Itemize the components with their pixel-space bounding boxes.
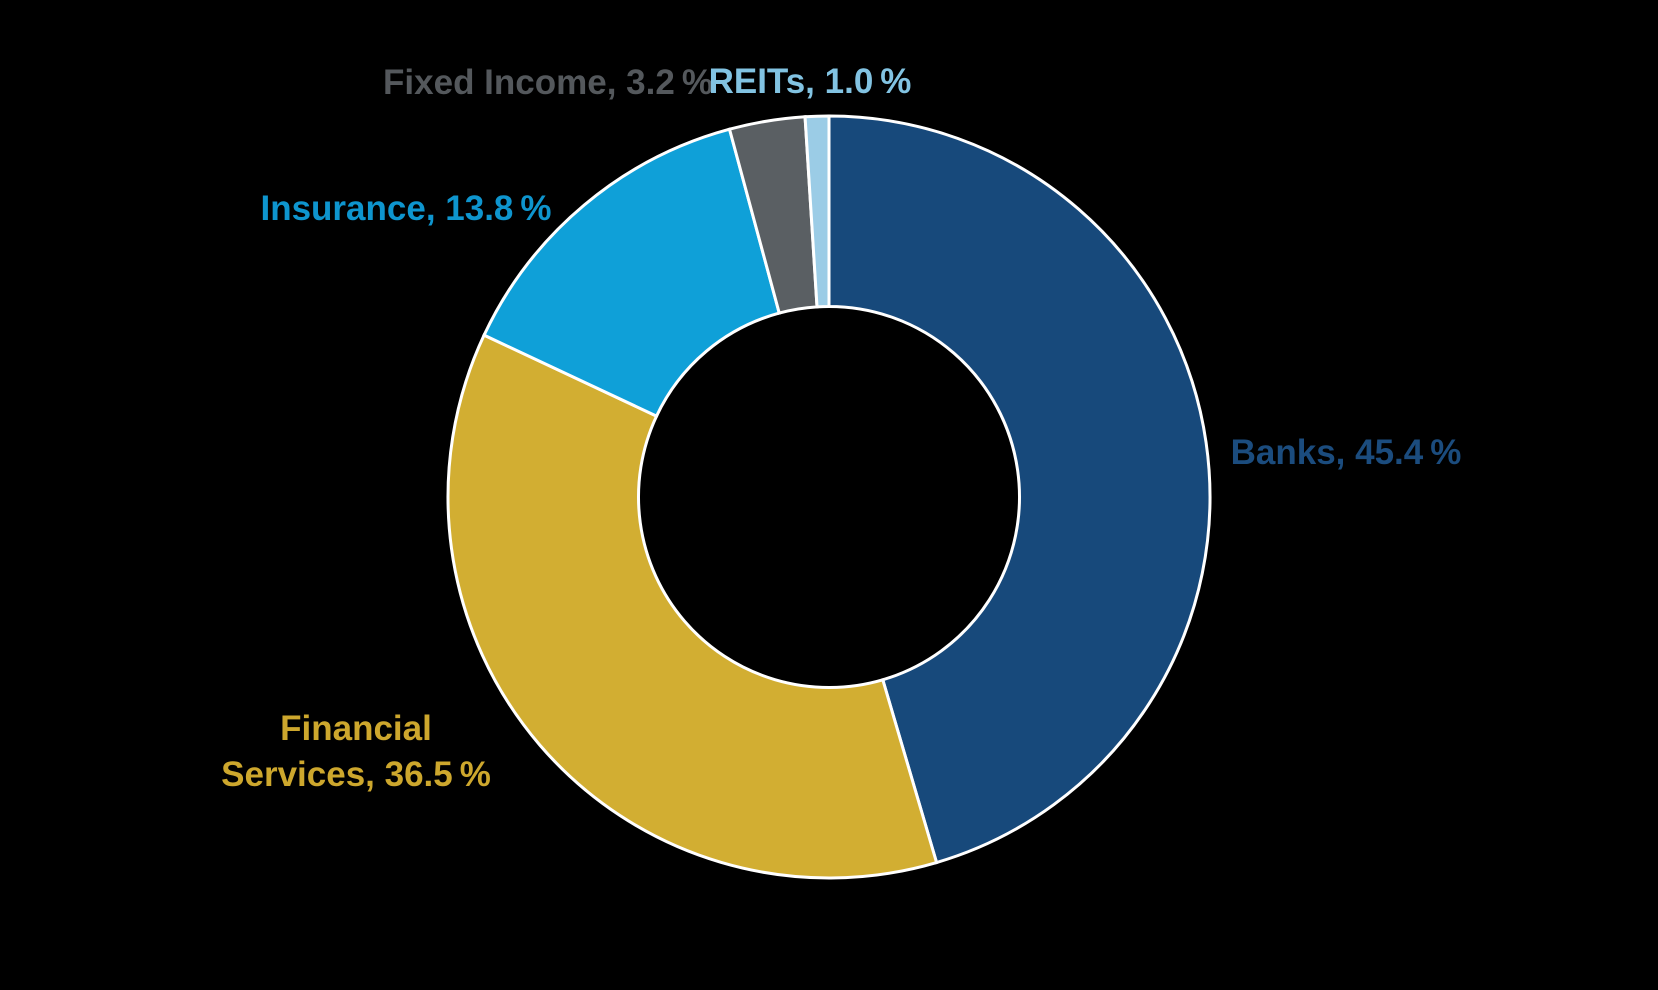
slice-financial-services — [446, 333, 939, 880]
slice-reits — [803, 114, 831, 309]
slice-label-financial-services: Financial Services, 36.5 % — [221, 708, 491, 794]
slice-label-reits: REITs, 1.0 % — [708, 61, 912, 101]
slice-banks — [827, 114, 1212, 865]
slice-label-fixed-income: Fixed Income, 3.2 % — [383, 62, 713, 102]
slice-label-insurance: Insurance, 13.8 % — [260, 188, 552, 228]
slice-label-banks: Banks, 45.4 % — [1230, 432, 1462, 472]
slice-insurance — [482, 127, 782, 419]
